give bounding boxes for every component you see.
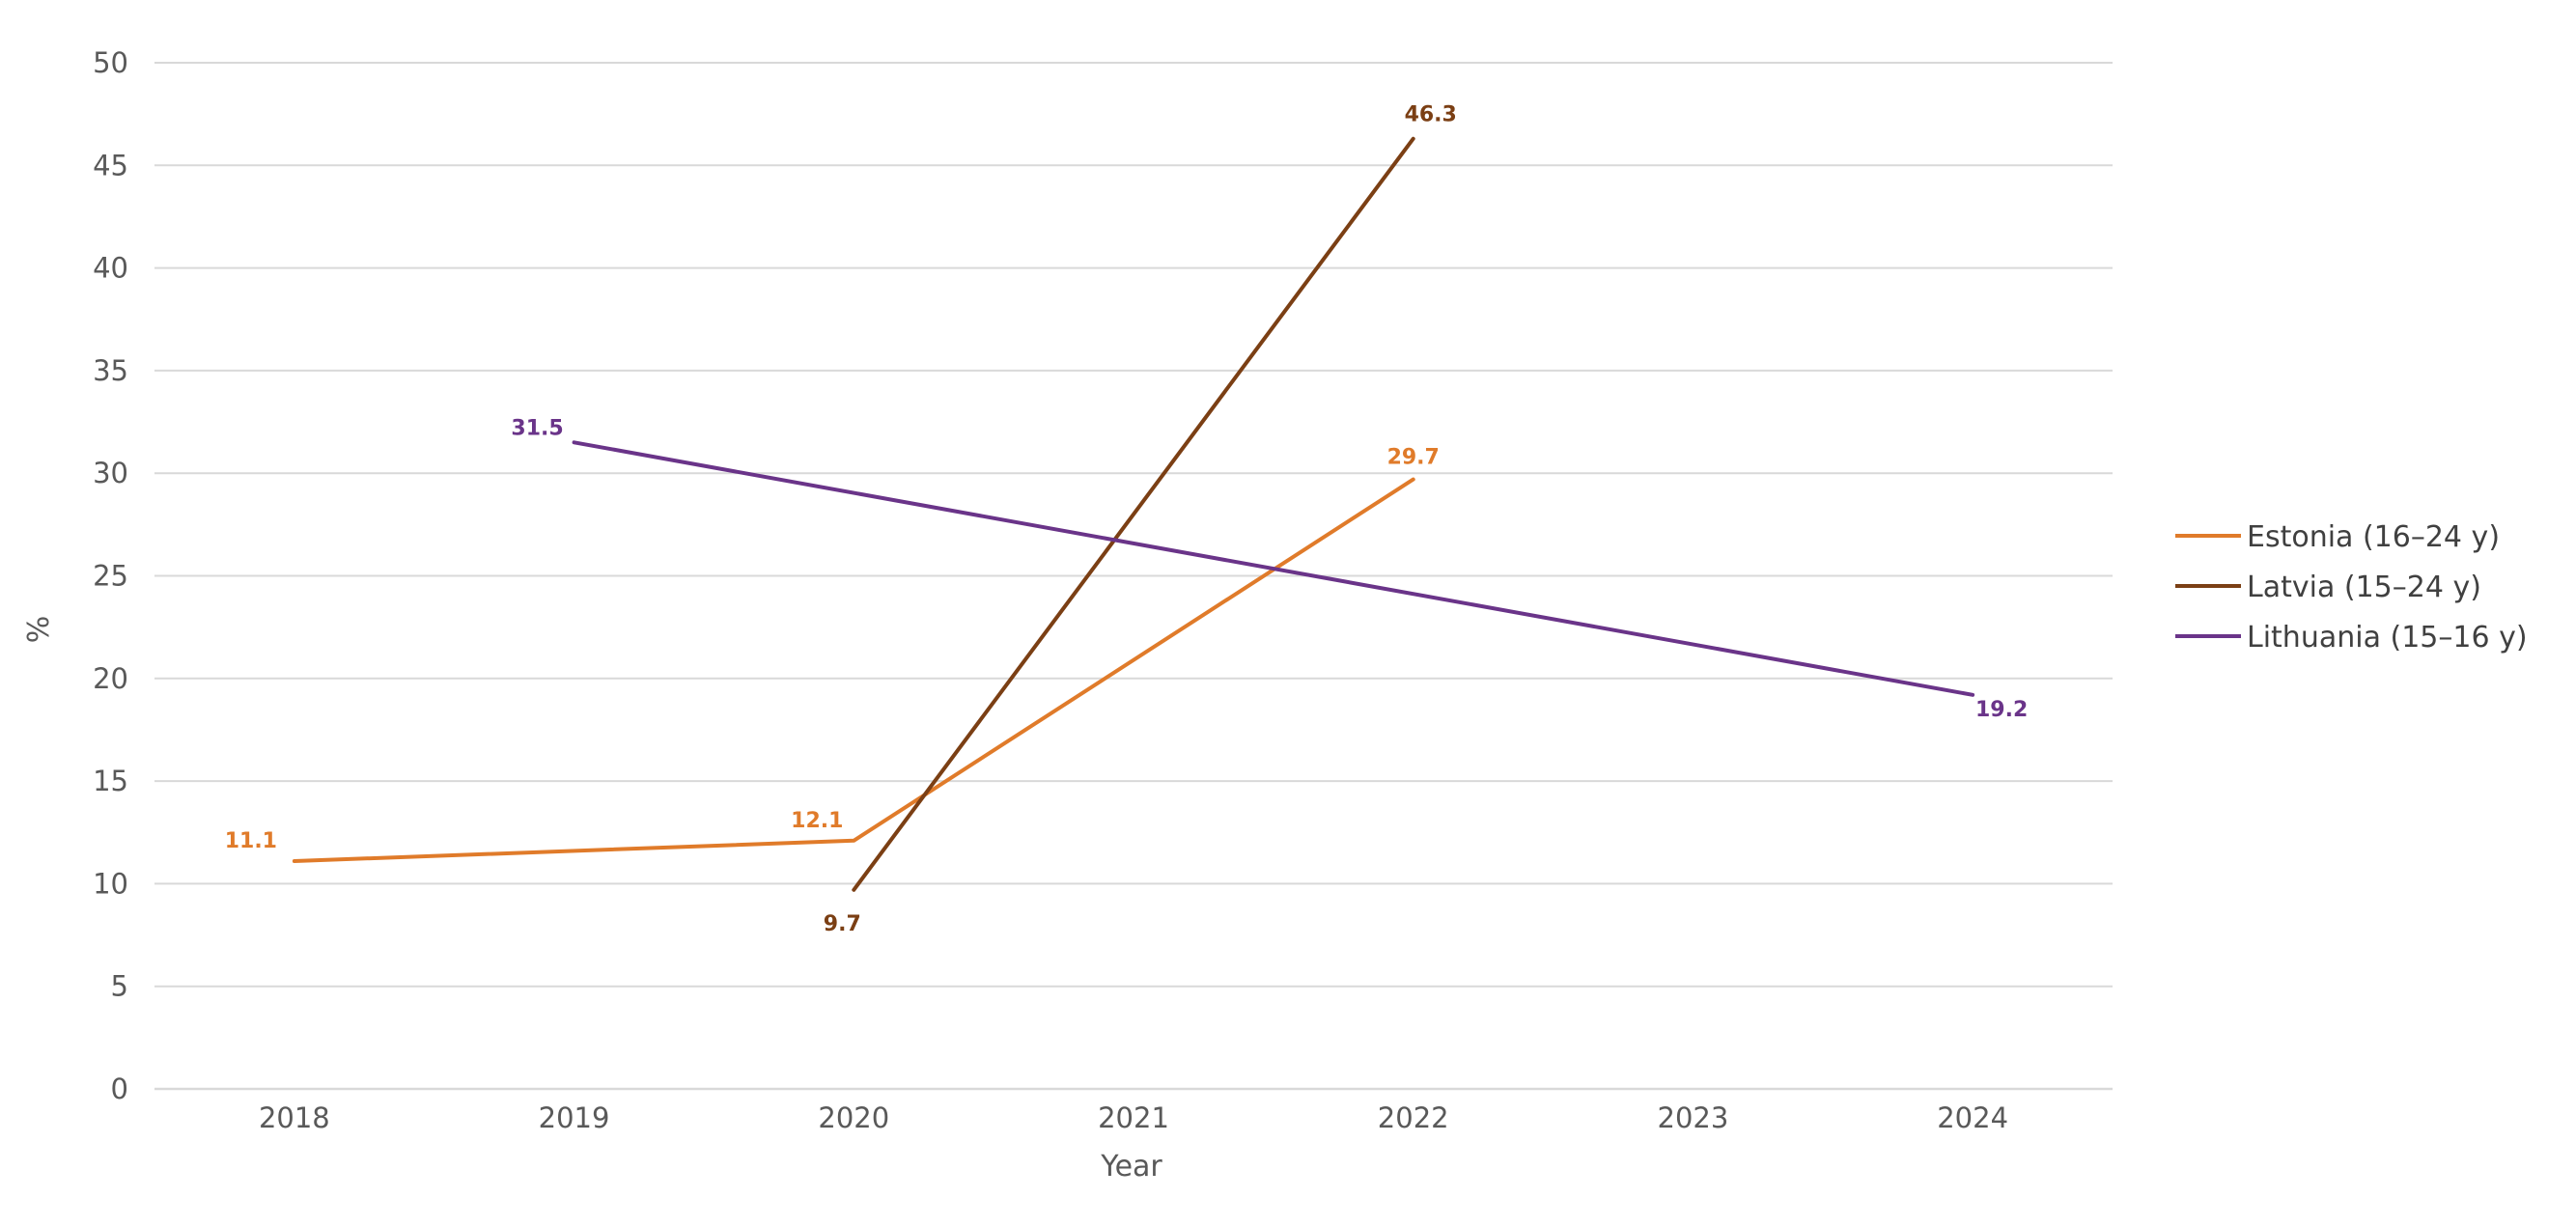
x-tick-label: 2018	[259, 1101, 330, 1134]
x-axis-ticks: 2018 2019 2020 2021 2022 2023 2024	[259, 1101, 2008, 1134]
legend-label: Lithuania (15–16 y)	[2247, 621, 2528, 655]
y-tick-label: 5	[111, 970, 128, 1003]
y-tick-label: 20	[93, 662, 128, 695]
legend-label: Estonia (16–24 y)	[2247, 520, 2500, 554]
y-tick-label: 35	[93, 354, 128, 387]
x-axis-title: Year	[1100, 1150, 1162, 1184]
y-tick-label: 40	[93, 252, 128, 285]
x-tick-label: 2022	[1378, 1101, 1449, 1134]
legend: Estonia (16–24 y) Latvia (15–24 y) Lithuan…	[2175, 520, 2528, 655]
y-axis-ticks: 0 5 10 15 20 25 30 35 40 45 50	[93, 46, 128, 1105]
x-tick-label: 2024	[1937, 1101, 2008, 1134]
y-tick-label: 50	[93, 46, 128, 79]
x-tick-label: 2020	[818, 1101, 889, 1134]
x-tick-label: 2021	[1098, 1101, 1169, 1134]
data-labels: 11.1 12.1 29.7 9.7 46.3 31.5 19.2	[225, 103, 2029, 936]
y-tick-label: 15	[93, 765, 128, 797]
series-layer	[292, 136, 1975, 892]
grid-layer	[154, 62, 2113, 1091]
series-line-1	[292, 477, 1415, 863]
data-label: 11.1	[225, 829, 277, 853]
data-label: 12.1	[791, 809, 843, 833]
series-line-2	[852, 136, 1415, 892]
legend-item: Lithuania (15–16 y)	[2175, 621, 2528, 655]
data-label: 9.7	[824, 912, 861, 936]
y-tick-label: 45	[93, 149, 128, 181]
legend-item: Latvia (15–24 y)	[2175, 571, 2481, 604]
y-tick-label: 0	[111, 1073, 128, 1105]
y-axis-title: %	[22, 616, 56, 644]
x-tick-label: 2023	[1658, 1101, 1729, 1134]
data-label: 46.3	[1405, 103, 1457, 127]
x-tick-label: 2019	[539, 1101, 610, 1134]
data-label: 19.2	[1975, 698, 2028, 722]
series-line-3	[572, 440, 1975, 697]
data-label: 29.7	[1387, 446, 1440, 470]
y-tick-label: 25	[93, 560, 128, 593]
legend-item: Estonia (16–24 y)	[2175, 520, 2500, 554]
data-label: 31.5	[511, 416, 563, 440]
y-tick-label: 30	[93, 457, 128, 489]
y-tick-label: 10	[93, 867, 128, 900]
legend-label: Latvia (15–24 y)	[2247, 571, 2481, 604]
